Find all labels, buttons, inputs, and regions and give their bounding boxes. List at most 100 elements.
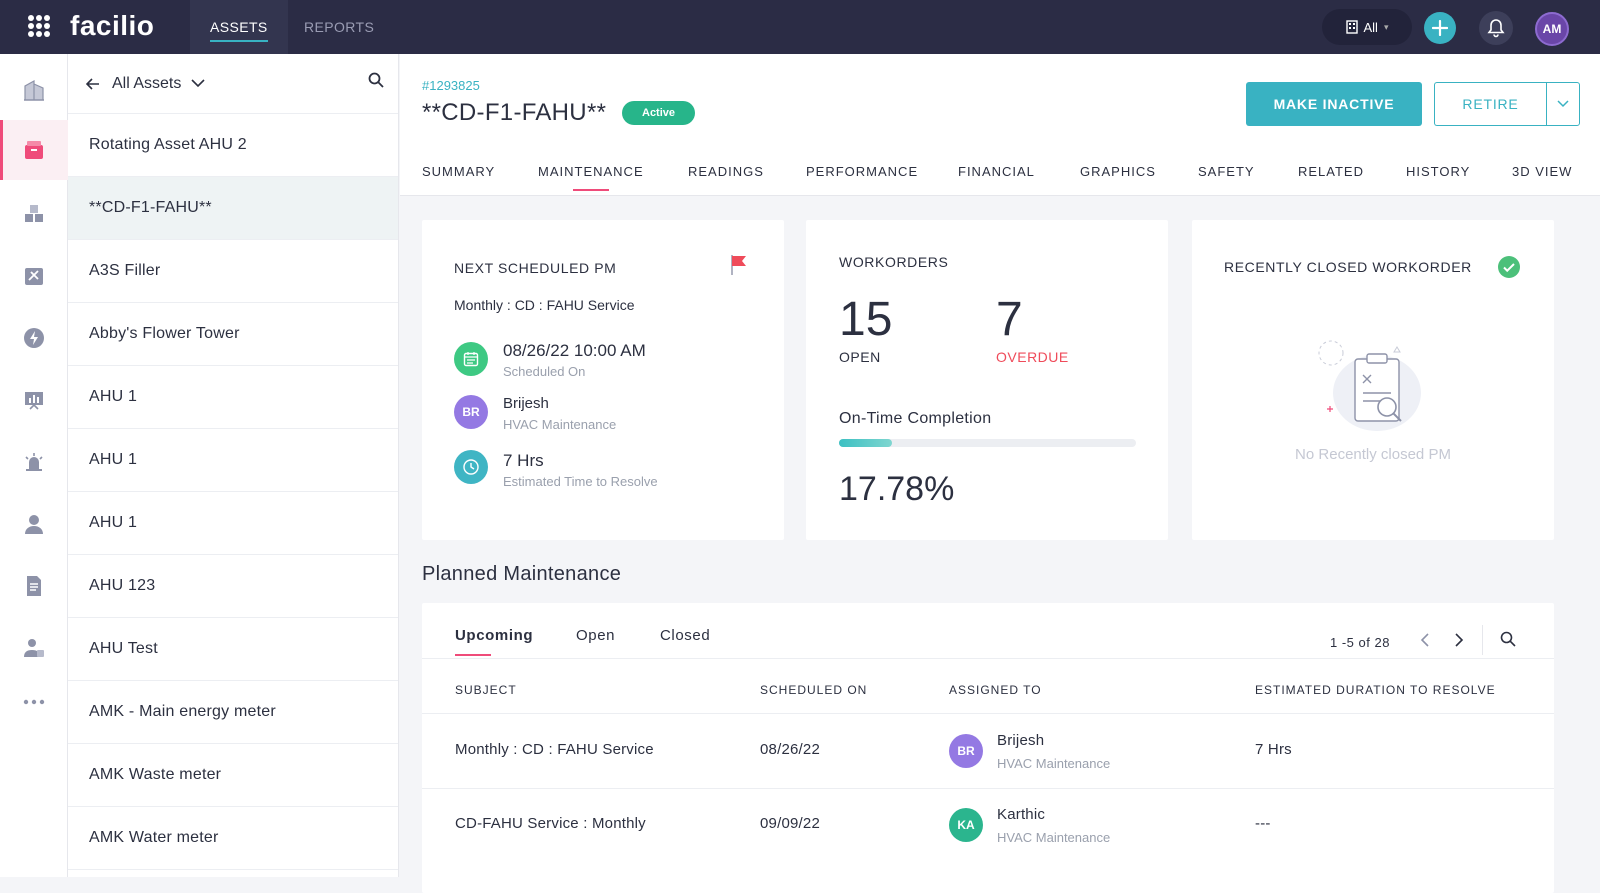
rail-buildings[interactable] xyxy=(0,60,68,120)
asset-list-item[interactable]: AMK - Main energy meter xyxy=(68,681,398,744)
rail-people[interactable] xyxy=(0,494,68,554)
empty-state-text: No Recently closed PM xyxy=(1295,446,1451,463)
tab-readings[interactable]: READINGS xyxy=(688,164,764,179)
user-avatar[interactable]: AM xyxy=(1535,12,1569,46)
search-icon[interactable] xyxy=(368,72,384,88)
tab-financial[interactable]: FINANCIAL xyxy=(958,164,1035,179)
recently-closed-title: RECENTLY CLOSED WORKORDER xyxy=(1224,259,1472,275)
plus-icon xyxy=(1431,19,1449,37)
people-icon xyxy=(25,515,43,534)
nav-tab-reports[interactable]: REPORTS xyxy=(304,19,375,35)
back-arrow-icon[interactable] xyxy=(86,77,100,90)
rail-inventory[interactable] xyxy=(0,184,68,244)
rail-energy[interactable] xyxy=(0,308,68,368)
tab-maintenance[interactable]: MAINTENANCE xyxy=(538,164,644,191)
tab-history[interactable]: HISTORY xyxy=(1406,164,1471,179)
make-inactive-button[interactable]: MAKE INACTIVE xyxy=(1246,82,1422,126)
asset-list-item[interactable]: Abby's Flower Tower xyxy=(68,303,398,366)
workorders-card: WORKORDERS 15 OPEN 7 OVERDUE On-Time Com… xyxy=(806,220,1168,540)
divider xyxy=(422,713,1554,714)
assets-box-icon xyxy=(25,141,43,159)
next-pm-duration: 7 Hrs xyxy=(503,451,544,470)
recently-closed-card: RECENTLY CLOSED WORKORDER No Recently cl… xyxy=(1192,220,1554,540)
buildings-icon xyxy=(24,79,44,101)
rail-assets[interactable] xyxy=(0,120,68,180)
energy-bolt-icon xyxy=(24,328,44,348)
workorder-tools-icon xyxy=(25,268,43,285)
next-pm-card: NEXT SCHEDULED PM Monthly : CD : FAHU Se… xyxy=(422,220,784,540)
alarm-icon xyxy=(25,453,43,471)
asset-list-title[interactable]: All Assets xyxy=(112,74,182,92)
asset-list-item[interactable]: AHU 1 xyxy=(68,366,398,429)
rail-reports[interactable] xyxy=(0,556,68,616)
check-circle-icon xyxy=(1498,256,1520,278)
ontime-progress-bar xyxy=(839,439,1136,447)
row-subject[interactable]: Monthly : CD : FAHU Service xyxy=(455,741,654,758)
subtab-closed[interactable]: Closed xyxy=(660,627,711,644)
open-count[interactable]: 15 xyxy=(839,293,893,346)
tab-3d-view[interactable]: 3D VIEW xyxy=(1512,164,1573,179)
asset-list-item[interactable]: AHU 1 xyxy=(68,429,398,492)
retire-button[interactable]: RETIRE xyxy=(1434,82,1546,126)
asset-list-item[interactable]: AHU 123 xyxy=(68,555,398,618)
tab-safety[interactable]: SAFETY xyxy=(1198,164,1255,179)
column-header-scheduled[interactable]: SCHEDULED ON xyxy=(760,683,868,697)
asset-list-panel: All Assets Rotating Asset AHU 2 **CD-F1-… xyxy=(68,54,399,877)
column-header-duration[interactable]: ESTIMATED DURATION TO RESOLVE xyxy=(1255,683,1496,697)
row-scheduled: 09/09/22 xyxy=(760,815,820,832)
flag-icon xyxy=(731,255,746,275)
notifications-button[interactable] xyxy=(1479,11,1513,45)
top-bar: facilio ASSETS REPORTS All ▾ AM xyxy=(0,0,1600,54)
open-label: OPEN xyxy=(839,349,881,365)
row-subject[interactable]: CD-FAHU Service : Monthly xyxy=(455,815,646,832)
rail-workorders[interactable] xyxy=(0,246,68,306)
column-header-subject[interactable]: SUBJECT xyxy=(455,683,517,697)
tab-graphics[interactable]: GRAPHICS xyxy=(1080,164,1156,179)
retire-dropdown-button[interactable] xyxy=(1546,82,1580,126)
asset-list-item[interactable]: A3S Filler xyxy=(68,240,398,303)
ontime-label: On-Time Completion xyxy=(839,410,992,427)
asset-list-item[interactable]: Rotating Asset AHU 2 xyxy=(68,114,398,177)
ontime-value: 17.78% xyxy=(839,470,955,508)
subtab-upcoming[interactable]: Upcoming xyxy=(455,627,534,656)
chevron-left-icon[interactable] xyxy=(1420,632,1430,648)
row-duration: --- xyxy=(1255,815,1271,832)
row-assignee: Brijesh xyxy=(997,732,1045,749)
rail-alarms[interactable] xyxy=(0,432,68,492)
tab-performance[interactable]: PERFORMANCE xyxy=(806,164,919,179)
asset-list-item[interactable]: AHU Test xyxy=(68,618,398,681)
divider xyxy=(422,788,1554,789)
chevron-down-icon xyxy=(1557,100,1569,108)
add-button[interactable] xyxy=(1424,12,1456,44)
rail-dashboards[interactable] xyxy=(0,370,68,430)
rail-technicians[interactable] xyxy=(0,618,68,678)
next-pm-assignee: Brijesh xyxy=(503,395,549,412)
tab-related[interactable]: RELATED xyxy=(1298,164,1364,179)
overdue-count[interactable]: 7 xyxy=(996,293,1023,346)
app-grid-icon[interactable] xyxy=(28,15,50,37)
tab-summary[interactable]: SUMMARY xyxy=(422,164,496,179)
subtab-open[interactable]: Open xyxy=(576,627,616,644)
site-selector[interactable]: All ▾ xyxy=(1322,9,1412,45)
column-header-assigned[interactable]: ASSIGNED TO xyxy=(949,683,1042,697)
rail-more[interactable] xyxy=(0,672,68,732)
asset-id[interactable]: #1293825 xyxy=(422,78,480,93)
chevron-down-icon[interactable] xyxy=(191,79,205,88)
workorders-title: WORKORDERS xyxy=(839,254,949,270)
nav-tab-assets[interactable]: ASSETS xyxy=(190,0,288,54)
chevron-down-icon: ▾ xyxy=(1383,21,1389,32)
report-doc-icon xyxy=(27,576,41,596)
site-selector-label: All xyxy=(1363,19,1378,35)
asset-list-item-selected[interactable]: **CD-F1-FAHU** xyxy=(68,177,398,240)
asset-list-item[interactable]: AMK Water meter xyxy=(68,807,398,870)
search-icon[interactable] xyxy=(1500,631,1516,647)
row-assignee-team: HVAC Maintenance xyxy=(997,830,1111,845)
asset-list-item[interactable]: AMK Waste meter xyxy=(68,744,398,807)
planned-maintenance-table: Upcoming Open Closed 1 -5 of 28 SUBJECT … xyxy=(422,603,1554,893)
asset-list-item[interactable]: AHU 1 xyxy=(68,492,398,555)
overdue-label: OVERDUE xyxy=(996,349,1069,365)
left-icon-rail xyxy=(0,54,68,877)
chevron-right-icon[interactable] xyxy=(1454,632,1464,648)
next-pm-title: NEXT SCHEDULED PM xyxy=(454,260,617,276)
next-pm-scheduled: 08/26/22 10:00 AM xyxy=(503,341,646,360)
